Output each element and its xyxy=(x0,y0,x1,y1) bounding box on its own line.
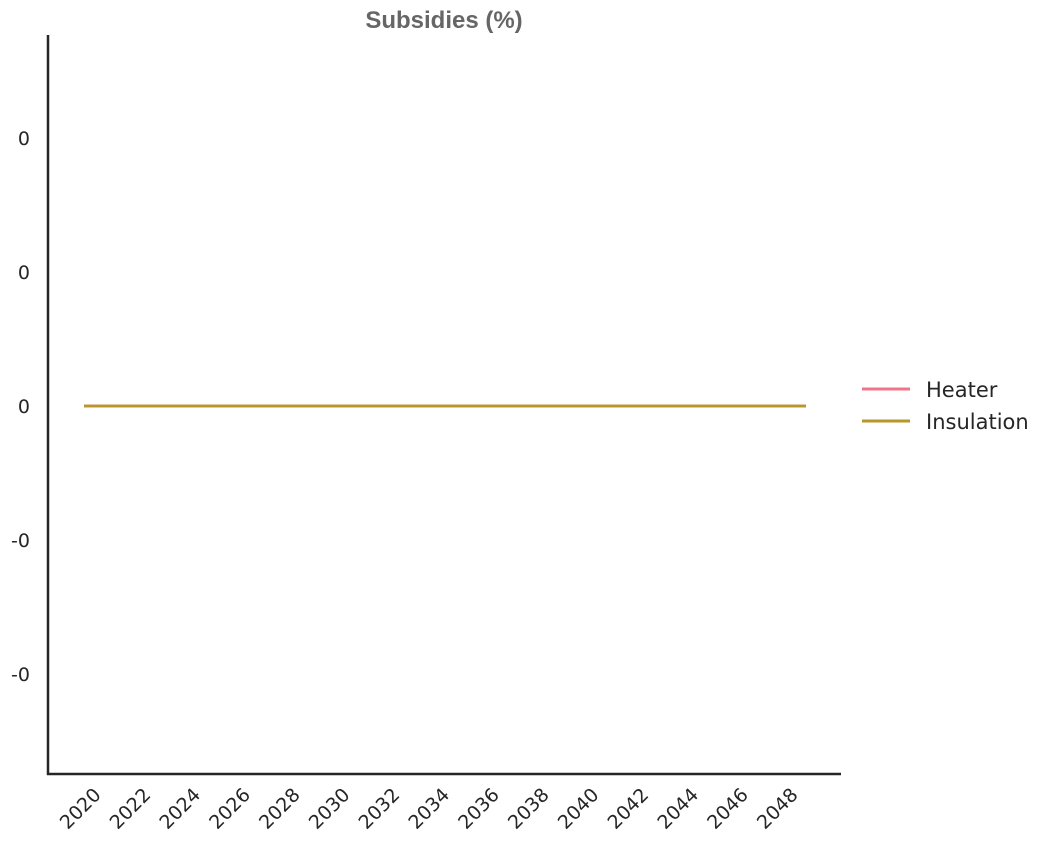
y-tick-label: -0 xyxy=(11,664,30,686)
legend-label-heater: Heater xyxy=(926,378,998,402)
y-tick-label: 0 xyxy=(18,262,30,284)
y-tick-labels: 0 0 0 -0 -0 xyxy=(11,128,30,686)
y-tick-label: 0 xyxy=(18,128,30,150)
x-tick-label: 2038 xyxy=(504,784,554,834)
x-tick-label: 2030 xyxy=(305,784,355,834)
x-tick-label: 2036 xyxy=(454,784,504,834)
x-tick-label: 2032 xyxy=(355,784,405,834)
x-tick-label: 2020 xyxy=(56,784,106,834)
x-tick-labels: 2020 2022 2024 2026 2028 2030 2032 2034 2036 2038… xyxy=(56,784,803,834)
x-tick-label: 2034 xyxy=(404,784,454,834)
x-tick-label: 2042 xyxy=(604,784,654,834)
x-tick-label: 2048 xyxy=(753,784,803,834)
x-tick-label: 2022 xyxy=(106,784,156,834)
x-tick-label: 2046 xyxy=(703,784,753,834)
chart-title: Subsidies (%) xyxy=(365,7,522,34)
x-tick-label: 2040 xyxy=(554,784,604,834)
x-tick-label: 2044 xyxy=(653,784,703,834)
y-tick-label: -0 xyxy=(11,530,30,552)
legend-label-insulation: Insulation xyxy=(926,410,1029,434)
y-tick-label: 0 xyxy=(18,396,30,418)
x-tick-label: 2026 xyxy=(205,784,255,834)
x-tick-label: 2024 xyxy=(155,784,205,834)
legend: Heater Insulation xyxy=(862,378,1029,434)
x-tick-label: 2028 xyxy=(255,784,305,834)
